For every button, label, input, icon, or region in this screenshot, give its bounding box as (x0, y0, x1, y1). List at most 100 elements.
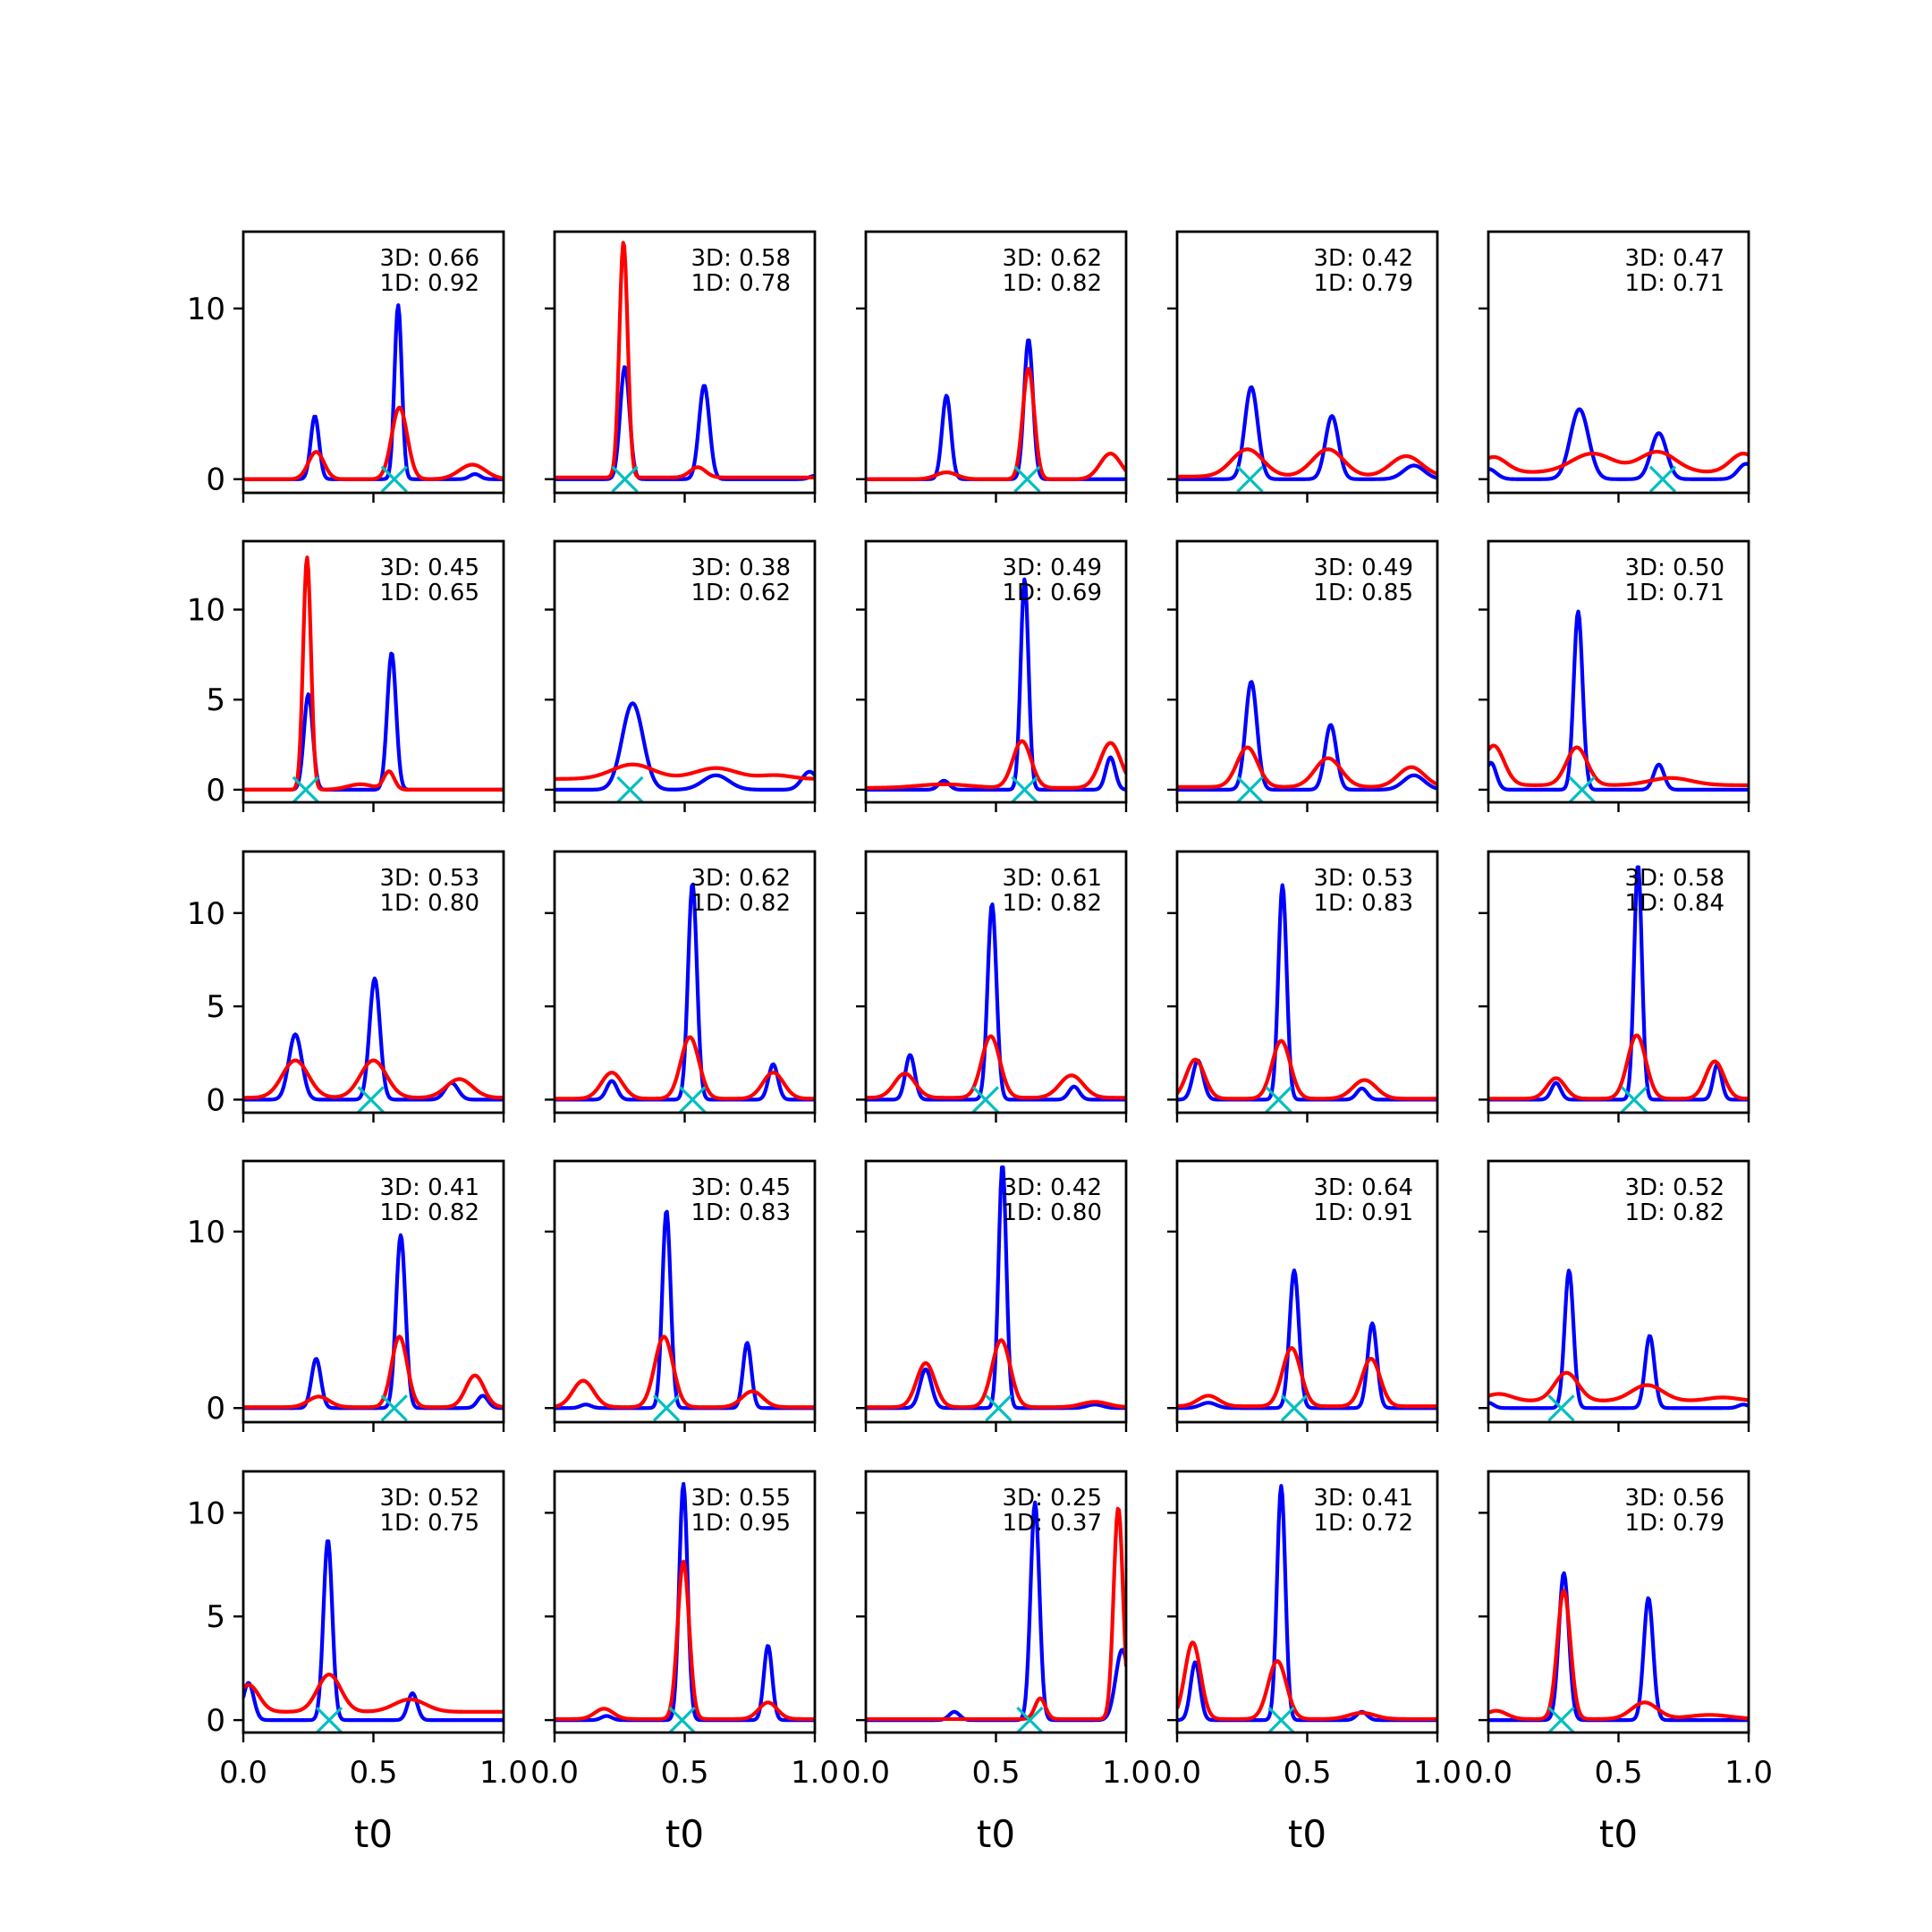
x-tick-label: 0.5 (349, 1755, 397, 1791)
marker-x-point (1236, 465, 1264, 493)
annotation-3d: 3D: 0.25 (1003, 1485, 1102, 1512)
series-line-red (1488, 449, 1749, 474)
series-line-blue (243, 303, 504, 481)
series-line-red (866, 1338, 1126, 1410)
marker-x-point (1236, 775, 1264, 804)
annotation-3d: 3D: 0.56 (1625, 1485, 1724, 1512)
annotation-3d: 3D: 0.53 (380, 865, 479, 892)
x-tick-label: 1.0 (1724, 1755, 1773, 1791)
x-tick-label: 1.0 (479, 1755, 528, 1791)
annotation-1d: 1D: 0.85 (1314, 580, 1413, 606)
y-tick-label: 0 (206, 462, 225, 498)
marker-x-point (985, 1394, 1013, 1422)
y-tick-label: 0 (206, 1703, 225, 1739)
annotation-1d: 1D: 0.82 (1003, 270, 1102, 297)
annotation-1d: 1D: 0.71 (1625, 270, 1724, 297)
annotation-3d: 3D: 0.49 (1003, 555, 1102, 581)
y-tick-label: 10 (187, 1496, 225, 1531)
annotation-1d: 1D: 0.91 (1314, 1199, 1413, 1226)
y-tick-label: 10 (187, 593, 225, 629)
x-tick-label: 0.0 (1153, 1755, 1201, 1791)
x-axis-label: t0 (354, 1812, 393, 1856)
series-line-blue (243, 651, 504, 792)
marker-x-point (1267, 1706, 1295, 1734)
x-tick-label: 0.0 (1464, 1755, 1513, 1791)
annotation-3d: 3D: 0.45 (691, 1174, 791, 1201)
annotation-3d: 3D: 0.61 (1003, 865, 1102, 892)
marker-x-point (652, 1394, 681, 1422)
annotation-1d: 1D: 0.80 (380, 890, 479, 917)
series-line-blue (555, 365, 815, 481)
series-line-red (243, 1335, 504, 1410)
series-line-blue (1488, 407, 1749, 481)
series-line-red (243, 1058, 504, 1100)
series-line-red (555, 1035, 815, 1101)
marker-x-point (1648, 465, 1677, 493)
annotation-1d: 1D: 0.82 (1003, 890, 1102, 917)
series-line-red (555, 241, 815, 479)
marker-x-point (292, 775, 319, 804)
annotation-3d: 3D: 0.62 (1003, 245, 1102, 272)
y-tick-label: 10 (187, 896, 225, 932)
marker-x-point (1013, 465, 1041, 493)
x-axis-label: t0 (1599, 1812, 1638, 1856)
series-line-red (1488, 1370, 1749, 1402)
series-line-blue (555, 1209, 815, 1411)
series-line-red (866, 1034, 1126, 1100)
x-tick-label: 1.0 (1413, 1755, 1462, 1791)
x-tick-label: 0.5 (1283, 1755, 1331, 1791)
marker-x-point (380, 465, 408, 493)
annotation-3d: 3D: 0.42 (1003, 1174, 1102, 1201)
x-axis-label: t0 (977, 1812, 1015, 1856)
series-line-red (866, 367, 1126, 481)
annotation-1d: 1D: 0.69 (1003, 580, 1102, 606)
series-line-red (1177, 447, 1437, 479)
series-line-red (243, 555, 504, 792)
series-line-blue (555, 701, 815, 792)
series-line-red (243, 1673, 504, 1714)
x-axis-label: t0 (1288, 1812, 1326, 1856)
series-line-red (1488, 1589, 1749, 1722)
x-tick-label: 0.0 (530, 1755, 579, 1791)
annotation-3d: 3D: 0.49 (1314, 555, 1413, 581)
annotation-1d: 1D: 0.82 (380, 1199, 479, 1226)
annotation-3d: 3D: 0.64 (1314, 1174, 1413, 1201)
annotation-3d: 3D: 0.53 (1314, 865, 1413, 892)
marker-x-point (611, 465, 639, 493)
series-line-red (1488, 743, 1749, 787)
annotation-3d: 3D: 0.55 (691, 1485, 791, 1512)
series-line-red (1177, 1346, 1437, 1409)
marker-x-point (1620, 1086, 1648, 1114)
annotation-3d: 3D: 0.41 (380, 1174, 479, 1201)
series-line-blue (1177, 1268, 1437, 1411)
series-line-blue (1177, 883, 1437, 1102)
y-tick-label: 10 (187, 292, 225, 327)
annotation-3d: 3D: 0.52 (1625, 1174, 1724, 1201)
annotation-1d: 1D: 0.92 (380, 270, 479, 297)
series-line-blue (1177, 680, 1437, 792)
annotation-3d: 3D: 0.52 (380, 1485, 479, 1512)
series-line-red (243, 405, 504, 481)
marker-x-point (616, 775, 644, 804)
annotation-3d: 3D: 0.47 (1625, 245, 1724, 272)
series-line-blue (866, 577, 1126, 792)
series-line-blue (555, 1481, 815, 1723)
series-line-red (1488, 1033, 1749, 1101)
y-tick-label: 0 (206, 1391, 225, 1427)
y-tick-label: 5 (206, 1599, 225, 1635)
marker-x-point (668, 1706, 696, 1734)
marker-x-point (357, 1086, 385, 1114)
annotation-1d: 1D: 0.83 (1314, 890, 1413, 917)
